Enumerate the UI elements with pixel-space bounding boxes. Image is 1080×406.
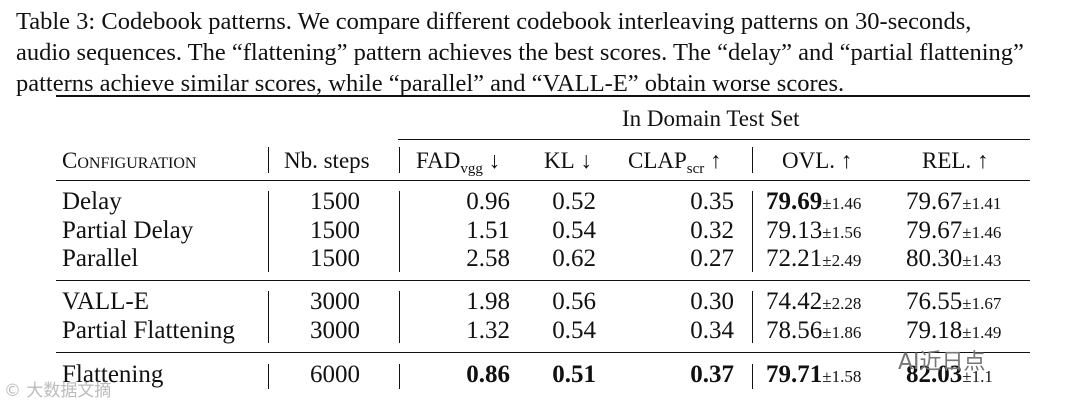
clap-cell: 0.35	[690, 188, 734, 215]
column-separator	[399, 364, 401, 389]
ovl-cell: 72.21±2.49	[766, 245, 862, 272]
kl-cell: 0.51	[552, 361, 596, 388]
config-cell: VALL-E	[62, 288, 150, 315]
steps-cell: 1500	[310, 188, 360, 215]
caption-line-2: audio sequences. The “flattening” patter…	[16, 39, 1024, 66]
rel-cell: 82.03±1.1	[906, 361, 993, 388]
kl-cell: 0.62	[552, 245, 596, 272]
table-caption: Table 3: Codebook patterns. We compare d…	[16, 6, 1076, 99]
fad-cell: 0.86	[466, 361, 510, 388]
ovl-cell: 79.13±1.56	[766, 217, 862, 244]
clap-cell: 0.30	[690, 288, 734, 315]
column-separator	[752, 191, 754, 272]
ovl-cell: 79.69±1.46	[766, 188, 862, 215]
top-rule	[56, 95, 1030, 97]
rel-cell: 79.67±1.46	[906, 217, 1002, 244]
config-cell: Partial Delay	[62, 217, 194, 244]
header-rel: REL. ↑	[922, 148, 989, 173]
fad-cell: 0.96	[466, 188, 510, 215]
clap-cell: 0.27	[690, 245, 734, 272]
ovl-cell: 74.42±2.28	[766, 288, 862, 315]
header-steps: Nb. steps	[284, 148, 370, 173]
column-separator	[399, 291, 401, 343]
header-fad: FADvgg ↓	[416, 148, 501, 177]
header-separator	[399, 147, 401, 173]
rel-cell: 76.55±1.67	[906, 288, 1002, 315]
header-ovl: OVL. ↑	[782, 148, 853, 173]
config-cell: Flattening	[62, 361, 164, 388]
steps-cell: 6000	[310, 361, 360, 388]
header-separator	[752, 147, 754, 173]
rel-cell: 80.30±1.43	[906, 245, 1002, 272]
header-kl: KL ↓	[544, 148, 592, 173]
group-underline	[398, 139, 1030, 140]
fad-cell: 1.51	[466, 217, 510, 244]
section-rule-1	[56, 280, 1030, 281]
config-cell: Parallel	[62, 245, 139, 272]
caption-line-3: patterns achieve similar scores, while “…	[16, 70, 845, 97]
column-separator	[752, 364, 754, 389]
rel-cell: 79.18±1.49	[906, 317, 1002, 344]
caption-line-1: Table 3: Codebook patterns. We compare d…	[16, 8, 972, 35]
fad-cell: 1.98	[466, 288, 510, 315]
column-separator	[268, 191, 270, 272]
kl-cell: 0.54	[552, 217, 596, 244]
clap-cell: 0.37	[690, 361, 734, 388]
steps-cell: 1500	[310, 245, 360, 272]
header-clap: CLAPscr ↑	[628, 148, 722, 177]
column-separator	[399, 191, 401, 272]
clap-cell: 0.32	[690, 217, 734, 244]
config-cell: Partial Flattening	[62, 317, 235, 344]
steps-cell: 3000	[310, 288, 360, 315]
watermark-left: © 大数据文摘	[4, 381, 112, 401]
steps-cell: 1500	[310, 217, 360, 244]
header-rule	[56, 180, 1030, 181]
rel-cell: 79.67±1.41	[906, 188, 1002, 215]
column-separator	[268, 291, 270, 343]
ovl-cell: 79.71±1.58	[766, 361, 862, 388]
watermark-right: AI近日点	[898, 350, 986, 375]
header-configuration: Configuration	[62, 148, 197, 173]
config-cell: Delay	[62, 188, 122, 215]
clap-cell: 0.34	[690, 317, 734, 344]
fad-cell: 2.58	[466, 245, 510, 272]
group-header: In Domain Test Set	[622, 106, 800, 131]
column-separator	[268, 364, 270, 389]
kl-cell: 0.56	[552, 288, 596, 315]
kl-cell: 0.54	[552, 317, 596, 344]
steps-cell: 3000	[310, 317, 360, 344]
ovl-cell: 78.56±1.86	[766, 317, 862, 344]
fad-cell: 1.32	[466, 317, 510, 344]
column-separator	[752, 291, 754, 343]
header-separator	[268, 147, 270, 173]
section-rule-2	[56, 352, 1030, 353]
kl-cell: 0.52	[552, 188, 596, 215]
